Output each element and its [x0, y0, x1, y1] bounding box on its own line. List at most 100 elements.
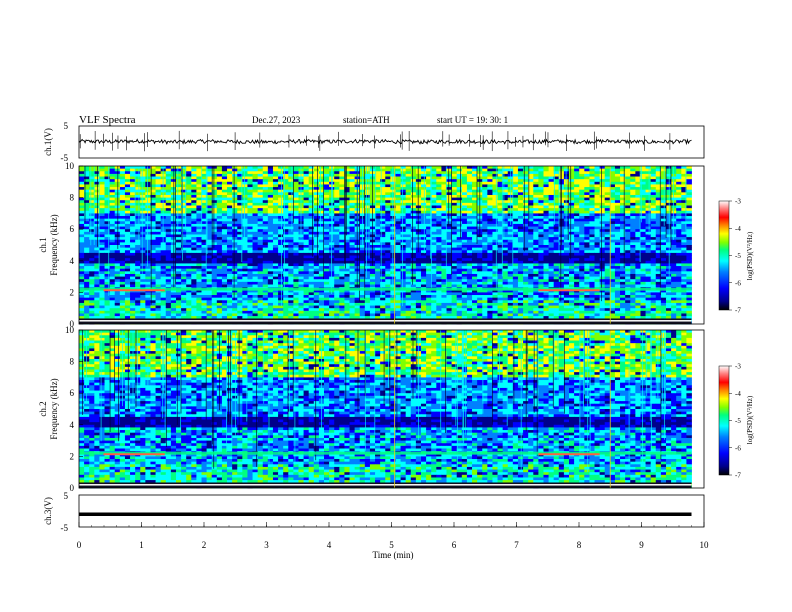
spectrogram-cell: [201, 226, 207, 230]
spectrogram-cell: [676, 239, 682, 243]
spectrogram-cell: [145, 171, 151, 175]
spectrogram-cell: [308, 258, 315, 262]
spectrogram-cell: [671, 226, 677, 230]
spectrogram-cell: [563, 173, 570, 177]
spectrogram-cell: [201, 239, 207, 243]
spectrogram-cell: [140, 245, 146, 249]
spectrogram-cell: [594, 242, 601, 246]
spectrogram-cell: [640, 171, 646, 175]
spectrogram-cell: [79, 210, 85, 214]
spectrogram-cell: [461, 208, 468, 212]
spectrogram-cell: [201, 250, 207, 254]
spectrogram-cell: [507, 245, 514, 249]
spectrogram-cell: [186, 229, 192, 233]
spectrogram-cell: [523, 242, 529, 246]
spectrogram-cell: [400, 260, 407, 264]
spectrogram-cell: [477, 245, 483, 249]
spectrogram-cell: [130, 179, 136, 183]
spectrogram-cell: [599, 213, 606, 217]
spectrogram-cell: [278, 218, 284, 222]
spectrogram-cell: [579, 173, 585, 177]
spectrogram-cell: [216, 213, 223, 217]
spectrogram-cell: [574, 197, 580, 201]
spectrogram-cell: [221, 205, 228, 209]
spectrogram-cell: [216, 168, 223, 172]
spectrogram-cell: [574, 245, 580, 249]
spectrogram-cell: [186, 210, 192, 214]
spectrogram-cell: [324, 208, 330, 212]
spectrogram-cell: [517, 181, 524, 185]
spectrogram-cell: [104, 202, 111, 206]
spectrogram-cell: [523, 205, 529, 209]
spectrogram-cell: [344, 252, 350, 256]
spectrogram-cell: [186, 271, 192, 275]
spectrogram-cell: [609, 239, 616, 243]
spectrogram-cell: [482, 208, 488, 212]
spectrogram-cell: [553, 231, 560, 235]
spectrogram-cell: [232, 197, 238, 201]
spectrogram-cell: [512, 229, 519, 233]
spectrogram-cell: [201, 234, 207, 238]
spectrogram-cell: [221, 197, 228, 201]
spectrogram-cell: [655, 176, 662, 180]
spectrogram-cell: [395, 208, 401, 212]
spectrogram-cell: [191, 181, 197, 185]
spectrogram-cell: [196, 255, 202, 259]
spectrogram-cell: [441, 194, 447, 198]
spectrogram-cell: [533, 250, 539, 254]
spectrogram-cell: [410, 194, 417, 198]
spectrogram-cell: [114, 271, 121, 275]
spectrogram-cell: [671, 189, 677, 193]
spectrogram-cell: [186, 266, 192, 270]
spectrogram-cell: [584, 208, 590, 212]
spectrogram-cell: [635, 245, 641, 249]
spectrogram-cell: [604, 263, 611, 267]
spectrogram-cell: [135, 234, 141, 238]
spectrogram-cell: [466, 210, 473, 214]
spectrogram-cell: [676, 242, 682, 246]
spectrogram-cell: [339, 176, 345, 180]
spectrogram-cell: [604, 184, 611, 188]
spectrogram-cell: [119, 197, 126, 201]
spectrogram-cell: [594, 181, 601, 185]
spectrogram-cell: [604, 187, 611, 191]
spectrogram-cell: [574, 181, 580, 185]
spectrogram-cell: [426, 258, 432, 262]
spectrogram-cell: [308, 223, 315, 227]
spectrogram-cell: [196, 252, 202, 256]
spectrogram-cell: [441, 192, 447, 196]
spectrogram-cell: [211, 268, 218, 272]
spectrogram-cell: [114, 268, 121, 272]
spectrogram-cell: [563, 208, 570, 212]
spectrogram-cell: [451, 173, 458, 177]
spectrogram-cell: [364, 242, 371, 246]
spectrogram-cell: [232, 171, 238, 175]
spectrogram-cell: [191, 231, 197, 235]
spectrogram-cell: [645, 200, 652, 204]
spectrogram-cell: [349, 231, 356, 235]
spectrogram-cell: [650, 252, 657, 256]
spectrogram-cell: [84, 181, 90, 185]
spectrogram-cell: [461, 187, 468, 191]
spectrogram-cell: [375, 218, 381, 222]
spectrogram-cell: [584, 221, 590, 225]
spectrogram-cell: [477, 247, 483, 251]
spectrogram-cell: [94, 247, 100, 251]
spectrogram-cell: [175, 226, 182, 230]
spectrogram-cell: [472, 205, 478, 209]
spectrogram-cell: [625, 271, 631, 275]
spectrogram-cell: [461, 247, 468, 251]
spectrogram-cell: [201, 166, 207, 170]
spectrogram-cell: [614, 197, 621, 201]
spectrogram-cell: [614, 189, 621, 193]
spectrogram-cell: [303, 208, 310, 212]
spectrogram-cell: [461, 258, 468, 262]
spectrogram-cell: [456, 184, 463, 188]
spectrogram-cell: [324, 260, 330, 264]
spectrogram-cell: [604, 258, 611, 262]
spectrogram-cell: [227, 237, 233, 241]
spectrogram-cell: [487, 187, 493, 191]
spectrogram-cell: [359, 268, 366, 272]
spectrogram-cell: [288, 250, 294, 254]
spectrogram-cell: [145, 242, 151, 246]
